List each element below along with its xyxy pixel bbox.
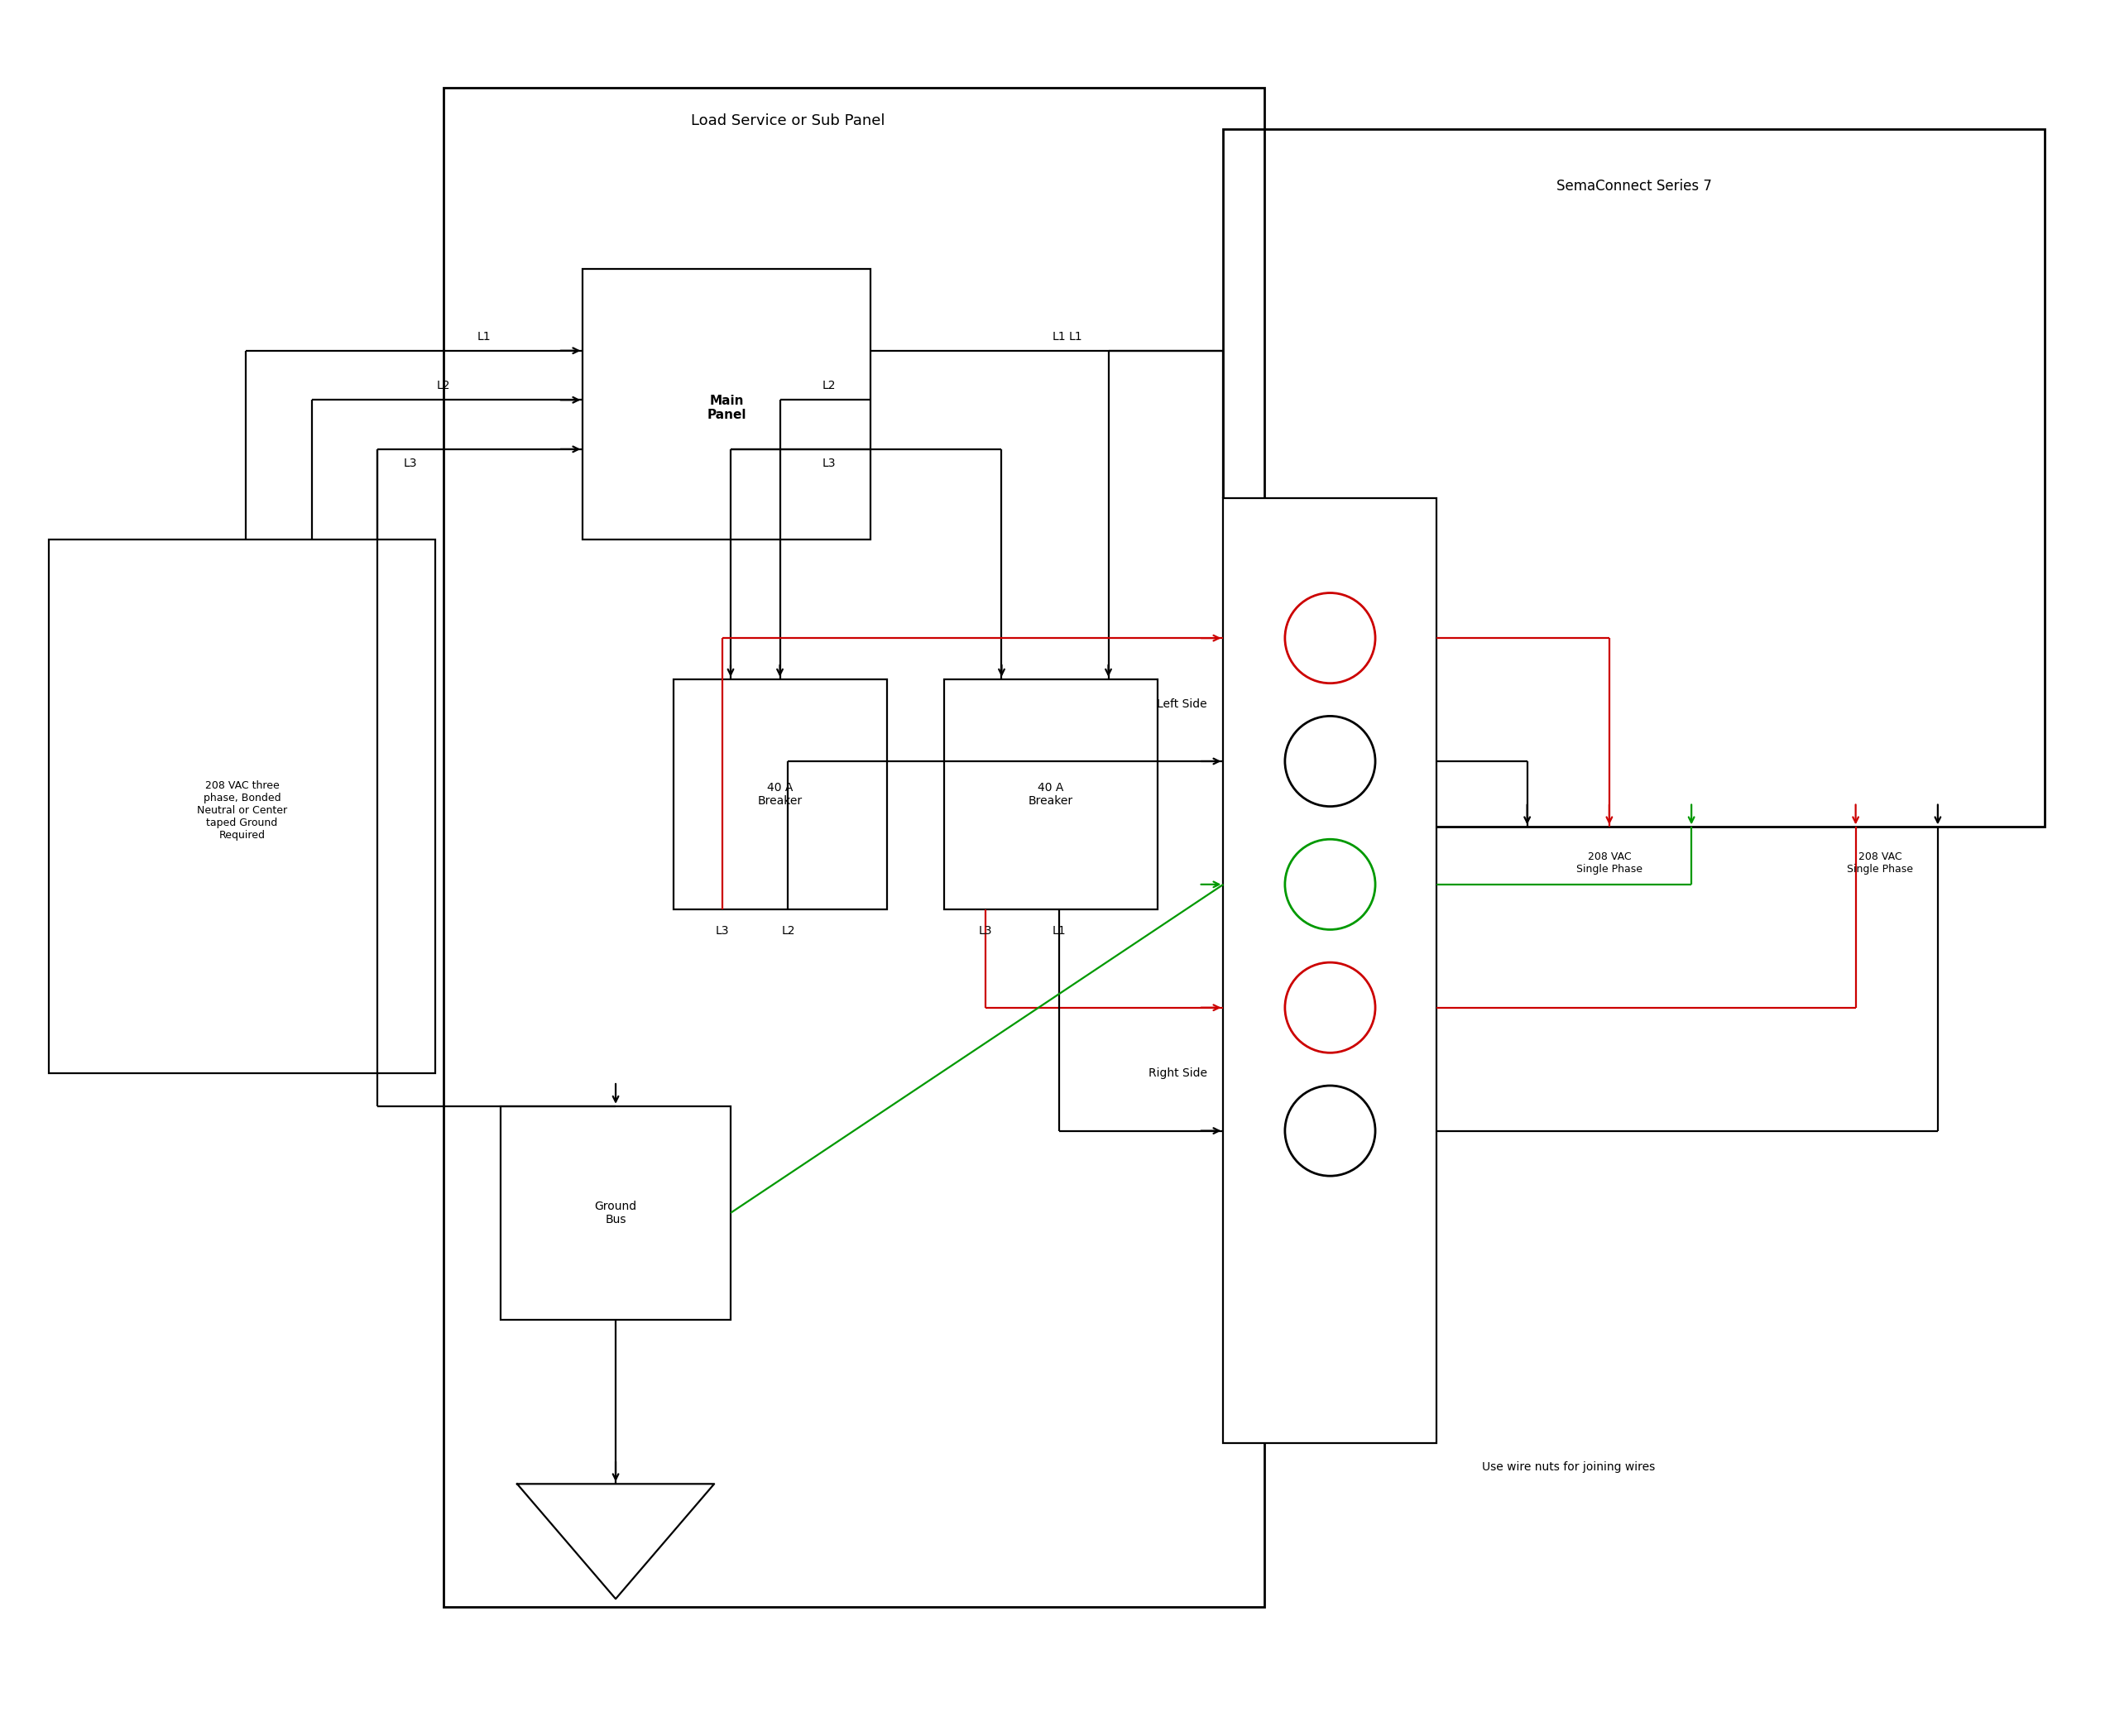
Text: SemaConnect Series 7: SemaConnect Series 7 [1557, 179, 1711, 194]
Text: 208 VAC
Single Phase: 208 VAC Single Phase [1576, 852, 1642, 875]
Text: Load Service or Sub Panel: Load Service or Sub Panel [692, 113, 884, 128]
Text: L1: L1 [1053, 925, 1066, 937]
Text: Left Side: Left Side [1156, 698, 1207, 710]
Circle shape [1285, 962, 1376, 1052]
Bar [582, 269, 869, 540]
Text: L2: L2 [781, 925, 795, 937]
Text: L2: L2 [823, 380, 836, 392]
Bar [673, 679, 886, 910]
Circle shape [1285, 1085, 1376, 1175]
Text: L1: L1 [477, 332, 492, 342]
Bar [1224, 128, 2045, 826]
Text: 40 A
Breaker: 40 A Breaker [757, 781, 802, 807]
Bar [500, 1106, 730, 1319]
Bar [1224, 498, 1437, 1443]
Circle shape [1285, 838, 1376, 929]
Text: 208 VAC
Single Phase: 208 VAC Single Phase [1846, 852, 1914, 875]
Bar [943, 679, 1158, 910]
Bar [443, 89, 1264, 1608]
Text: L1: L1 [1053, 332, 1066, 342]
Text: 40 A
Breaker: 40 A Breaker [1028, 781, 1074, 807]
Text: L3: L3 [979, 925, 992, 937]
Circle shape [1285, 715, 1376, 807]
Text: L3: L3 [403, 457, 418, 469]
Text: 208 VAC three
phase, Bonded
Neutral or Center
taped Ground
Required: 208 VAC three phase, Bonded Neutral or C… [196, 779, 287, 840]
Text: L2: L2 [437, 380, 449, 392]
Text: Ground
Bus: Ground Bus [595, 1200, 637, 1226]
Circle shape [1285, 594, 1376, 684]
Text: L3: L3 [715, 925, 730, 937]
Bar [49, 540, 435, 1073]
Text: Use wire nuts for joining wires: Use wire nuts for joining wires [1481, 1462, 1654, 1474]
Text: Right Side: Right Side [1148, 1068, 1207, 1080]
Text: Main
Panel: Main Panel [707, 394, 747, 422]
Text: L1: L1 [1068, 332, 1082, 342]
Text: L3: L3 [823, 457, 836, 469]
